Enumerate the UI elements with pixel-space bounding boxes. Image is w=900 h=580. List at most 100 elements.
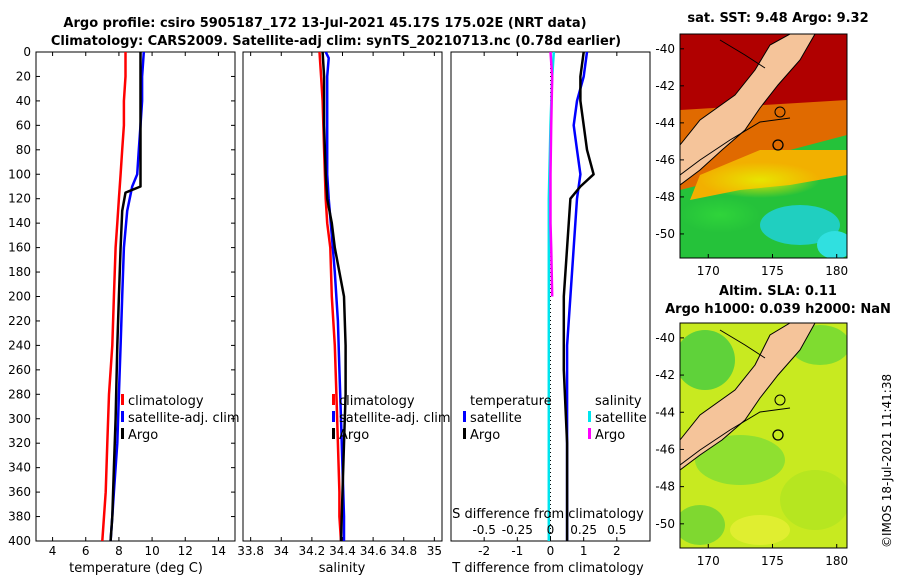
depth-tick-label: 0 bbox=[23, 45, 31, 59]
salinity-x-axis: 33.8 34 34.2 34.4 34.6 34.8 35 bbox=[237, 52, 442, 558]
title-line-2: Climatology: CARS2009. Satellite-adj cli… bbox=[51, 34, 621, 49]
map-x-tick-label: 175 bbox=[761, 264, 784, 278]
map-y-tick-label: -42 bbox=[655, 79, 675, 93]
map-y-tick-label: -40 bbox=[655, 331, 675, 345]
sla-map-title-2: Argo h1000: 0.039 h2000: NaN bbox=[665, 302, 891, 317]
depth-tick-label: 180 bbox=[8, 265, 31, 279]
map-y-tick-label: -48 bbox=[655, 480, 675, 494]
depth-tick-label: 300 bbox=[8, 412, 31, 426]
legend-swatch-climatology-2 bbox=[332, 394, 335, 405]
legend-salinity-title: salinity bbox=[595, 394, 642, 409]
legend-satellite-adj-2: satellite-adj. clim bbox=[339, 411, 451, 426]
temperature-x-axis: 4 6 8 10 12 14 bbox=[49, 52, 226, 558]
sst-map-title: sat. SST: 9.48 Argo: 9.32 bbox=[687, 11, 868, 26]
depth-tick-label: 400 bbox=[8, 534, 31, 548]
x-tick-label: 0 bbox=[547, 544, 555, 558]
legend-satellite-adj: satellite-adj. clim bbox=[128, 411, 240, 426]
imos-watermark: ©IMOS 18-Jul-2021 11:41:38 bbox=[880, 374, 894, 548]
s-diff-tick-label: 0 bbox=[547, 523, 555, 537]
x-tick-label: -1 bbox=[511, 544, 523, 558]
sla-map-axes: 170 175 180 -40 -42 -44 -46 -48 -50 bbox=[655, 331, 848, 568]
map-y-tick-label: -46 bbox=[655, 153, 675, 167]
temperature-legend: climatology satellite-adj. clim Argo bbox=[121, 394, 240, 443]
depth-tick-label: 340 bbox=[8, 461, 31, 475]
map-x-tick-label: 175 bbox=[761, 554, 784, 568]
series-line-salinity-argo bbox=[549, 52, 554, 297]
x-tick-label: 1 bbox=[580, 544, 588, 558]
temperature-xlabel: temperature (deg C) bbox=[69, 561, 203, 576]
legend-swatch-t-argo bbox=[463, 428, 466, 439]
depth-tick-label: 160 bbox=[8, 241, 31, 255]
legend-swatch-climatology bbox=[121, 394, 124, 405]
legend-t-argo: Argo bbox=[470, 428, 500, 443]
series-line-argo bbox=[321, 52, 347, 541]
depth-tick-label: 80 bbox=[16, 143, 31, 157]
difference-legend: temperature satellite Argo salinity sate… bbox=[463, 394, 647, 443]
map-y-tick-label: -46 bbox=[655, 442, 675, 456]
map-x-tick-label: 170 bbox=[697, 264, 720, 278]
legend-swatch-satellite bbox=[121, 411, 124, 422]
x-tick-label: 14 bbox=[211, 544, 226, 558]
legend-climatology: climatology bbox=[128, 394, 204, 409]
depth-tick-label: 220 bbox=[8, 314, 31, 328]
x-tick-label: 34.4 bbox=[329, 544, 356, 558]
legend-swatch-argo bbox=[121, 428, 124, 439]
legend-temperature-title: temperature bbox=[470, 394, 552, 409]
depth-tick-label: 100 bbox=[8, 167, 31, 181]
sla-map-title-1: Altim. SLA: 0.11 bbox=[719, 284, 837, 299]
legend-swatch-argo-2 bbox=[332, 428, 335, 439]
legend-argo-2: Argo bbox=[339, 428, 369, 443]
x-tick-label: 10 bbox=[144, 544, 159, 558]
x-tick-label: 34.6 bbox=[360, 544, 387, 558]
legend-swatch-s-argo bbox=[588, 428, 591, 439]
map-x-tick-label: 180 bbox=[825, 554, 848, 568]
map-y-tick-label: -50 bbox=[655, 227, 675, 241]
depth-tick-label: 200 bbox=[8, 290, 31, 304]
salinity-legend: climatology satellite-adj. clim Argo bbox=[332, 394, 451, 443]
depth-tick-label: 260 bbox=[8, 363, 31, 377]
series-line-climatology bbox=[101, 52, 127, 541]
x-tick-label: 12 bbox=[178, 544, 193, 558]
legend-swatch-t-satellite bbox=[463, 411, 466, 422]
s-difference-label: S difference from climatology bbox=[452, 507, 644, 522]
x-tick-label: 8 bbox=[115, 544, 123, 558]
depth-tick-label: 280 bbox=[8, 387, 31, 401]
series-line-temperature-argo bbox=[562, 52, 595, 541]
difference-panel: -2 -1 0 1 2 S difference from climatology -0… bbox=[450, 51, 651, 576]
sla-map-panel: Altim. SLA: 0.11 Argo h1000: 0.039 h2000… bbox=[655, 284, 890, 568]
x-tick-label: 34.8 bbox=[390, 544, 417, 558]
map-y-tick-label: -44 bbox=[655, 405, 675, 419]
legend-s-argo: Argo bbox=[595, 428, 625, 443]
x-tick-label: 33.8 bbox=[237, 544, 264, 558]
map-y-tick-label: -40 bbox=[655, 42, 675, 56]
sst-map-axes: 170 175 180 -40 -42 -44 -46 -48 -50 bbox=[655, 42, 848, 278]
t-difference-xlabel: T difference from climatology bbox=[451, 561, 644, 576]
legend-argo: Argo bbox=[128, 428, 158, 443]
series-line-satellite-adj-clim bbox=[324, 52, 346, 541]
legend-swatch-satellite-2 bbox=[332, 411, 335, 422]
legend-swatch-s-satellite bbox=[588, 411, 591, 422]
legend-climatology-2: climatology bbox=[339, 394, 415, 409]
depth-tick-label: 40 bbox=[16, 94, 31, 108]
depth-tick-label: 240 bbox=[8, 338, 31, 352]
map-y-tick-label: -44 bbox=[655, 116, 675, 130]
x-tick-label: 34.2 bbox=[299, 544, 326, 558]
map-x-tick-label: 170 bbox=[697, 554, 720, 568]
x-tick-label: 35 bbox=[427, 544, 442, 558]
depth-tick-label: 360 bbox=[8, 485, 31, 499]
map-y-tick-label: -42 bbox=[655, 368, 675, 382]
series-line-argo bbox=[109, 52, 142, 541]
depth-tick-label: 140 bbox=[8, 216, 31, 230]
depth-tick-label: 20 bbox=[16, 69, 31, 83]
sst-map-panel: sat. SST: 9.48 Argo: 9.32 170 175 180 -40 -4… bbox=[655, 11, 868, 278]
temperature-panel: 0204060801001201401601802002202402602803… bbox=[8, 45, 650, 576]
map-y-tick-label: -48 bbox=[655, 190, 675, 204]
sst-map-box bbox=[679, 33, 848, 259]
x-tick-label: 2 bbox=[613, 544, 621, 558]
x-tick-label: 4 bbox=[49, 544, 57, 558]
map-y-tick-label: -50 bbox=[655, 517, 675, 531]
temperature-axes-box bbox=[35, 51, 236, 542]
s-diff-tick-label: -0.25 bbox=[502, 523, 533, 537]
depth-tick-label: 380 bbox=[8, 510, 31, 524]
